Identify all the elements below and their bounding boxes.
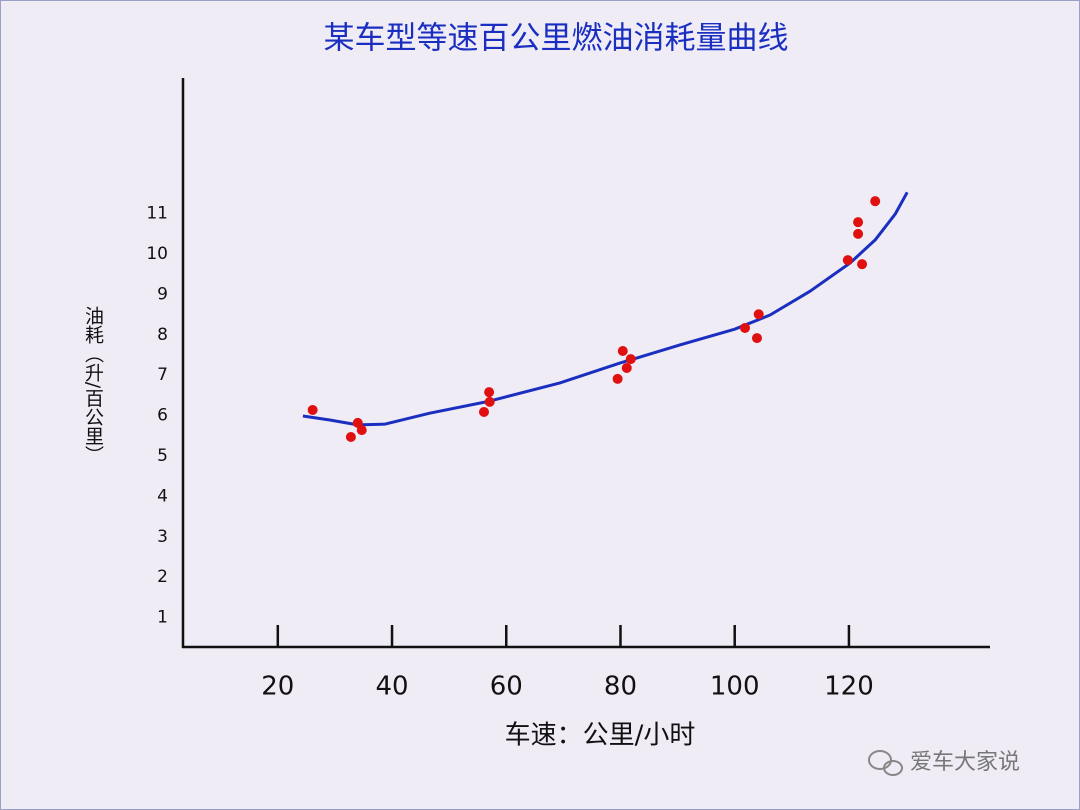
- data-point: [625, 354, 636, 365]
- x-tick-label: 40: [375, 672, 408, 702]
- data-point: [484, 387, 495, 398]
- watermark-icon: [868, 750, 903, 776]
- data-point: [621, 362, 632, 373]
- fit-curve: [302, 191, 909, 427]
- data-point: [356, 425, 367, 436]
- x-tick-label: 100: [710, 672, 760, 702]
- data-point: [484, 396, 495, 407]
- data-point: [857, 259, 868, 270]
- data-point: [307, 404, 318, 415]
- y-tick-label: 10: [146, 244, 168, 264]
- y-tick-label: 11: [146, 204, 168, 224]
- data-point: [853, 217, 864, 228]
- chart-title: 某车型等速百公里燃油消耗量曲线: [324, 21, 789, 57]
- data-point: [870, 196, 881, 207]
- y-tick-label: 4: [157, 486, 168, 506]
- y-tick-label: 9: [157, 284, 168, 304]
- y-axis-label: 油耗（升/百公里）: [82, 306, 104, 465]
- y-tick-label: 2: [157, 567, 168, 587]
- data-point: [853, 228, 864, 239]
- data-point: [739, 322, 750, 333]
- x-tick-label: 80: [604, 672, 637, 702]
- y-tick-label: 3: [157, 527, 168, 547]
- x-tick-label: 20: [261, 672, 294, 702]
- data-point: [842, 255, 853, 266]
- x-axis-label: 车速：公里/小时: [505, 721, 696, 751]
- watermark: 爱车大家说: [910, 750, 1020, 775]
- x-tick-label: 60: [490, 672, 523, 702]
- y-tick-label: 5: [157, 446, 168, 466]
- data-point: [617, 345, 628, 356]
- x-tick-label: 120: [824, 672, 874, 702]
- data-point: [345, 432, 356, 443]
- y-tick-label: 1: [157, 608, 168, 628]
- data-point: [751, 333, 762, 344]
- data-point: [612, 373, 623, 384]
- y-tick-label: 7: [157, 365, 168, 385]
- data-point: [478, 406, 489, 417]
- y-tick-label: 6: [157, 406, 168, 426]
- data-point: [753, 309, 764, 320]
- y-tick-label: 8: [157, 325, 168, 345]
